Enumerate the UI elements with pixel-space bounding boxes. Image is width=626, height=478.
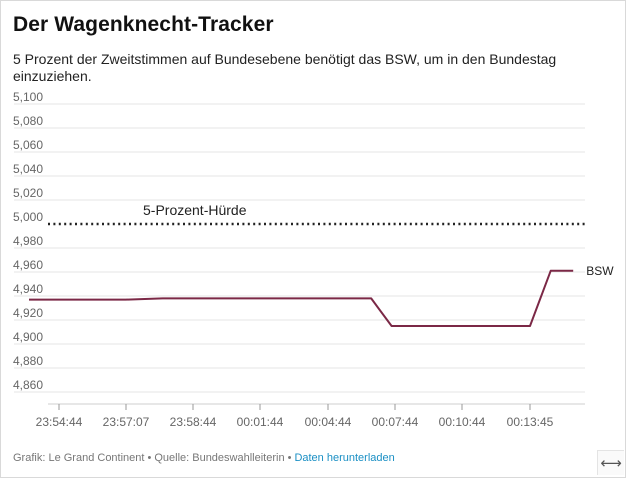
- y-tick-label: 5,020: [13, 186, 43, 200]
- y-tick-label: 4,880: [13, 354, 43, 368]
- y-tick-label: 4,920: [13, 306, 43, 320]
- series-group: BSW: [29, 264, 614, 327]
- x-tick-label: 00:04:44: [305, 415, 352, 429]
- expand-horizontal-icon[interactable]: ⟷: [597, 450, 624, 475]
- x-tick-label: 23:58:44: [170, 415, 217, 429]
- x-tick-label: 00:07:44: [372, 415, 419, 429]
- y-tick-label: 4,980: [13, 234, 43, 248]
- y-tick-label: 5,040: [13, 162, 43, 176]
- y-tick-label: 4,960: [13, 258, 43, 272]
- gridlines: [14, 103, 585, 393]
- y-tick-label: 5,080: [13, 114, 43, 128]
- series-label: BSW: [586, 264, 614, 278]
- chart-footer: Grafik: Le Grand Continent • Quelle: Bunde…: [13, 452, 395, 464]
- x-axis-ticks: 23:54:44 23:57:07 23:58:44 00:01:44 00:04:44…: [36, 403, 585, 429]
- y-tick-label: 4,900: [13, 330, 43, 344]
- y-tick-label: 5,100: [13, 90, 43, 104]
- y-tick-label: 4,860: [13, 378, 43, 392]
- x-tick-label: 00:01:44: [237, 415, 284, 429]
- x-tick-label: 23:57:07: [103, 415, 150, 429]
- y-tick-label: 5,000: [13, 210, 43, 224]
- credit-text: Grafik: Le Grand Continent: [13, 452, 145, 464]
- y-tick-label: 5,060: [13, 138, 43, 152]
- x-tick-label: 23:54:44: [36, 415, 83, 429]
- threshold-group: 5-Prozent-Hürde: [48, 202, 585, 226]
- x-tick-label: 00:13:45: [507, 415, 554, 429]
- chart-subtitle: 5 Prozent der Zweitstimmen auf Bundesebe…: [13, 51, 557, 84]
- series-line-bsw: [29, 269, 574, 327]
- source-text: Quelle: Bundeswahlleiterin: [154, 452, 285, 464]
- threshold-label: 5-Prozent-Hürde: [143, 202, 247, 218]
- chart-title: Der Wagenknecht-Tracker: [13, 13, 274, 36]
- x-tick-label: 00:10:44: [439, 415, 486, 429]
- y-tick-label: 4,940: [13, 282, 43, 296]
- y-axis-ticks: 5,100 5,080 5,060 5,040 5,020 5,000 4,980 4,960…: [13, 90, 43, 392]
- download-data-link[interactable]: Daten herunterladen: [294, 452, 395, 464]
